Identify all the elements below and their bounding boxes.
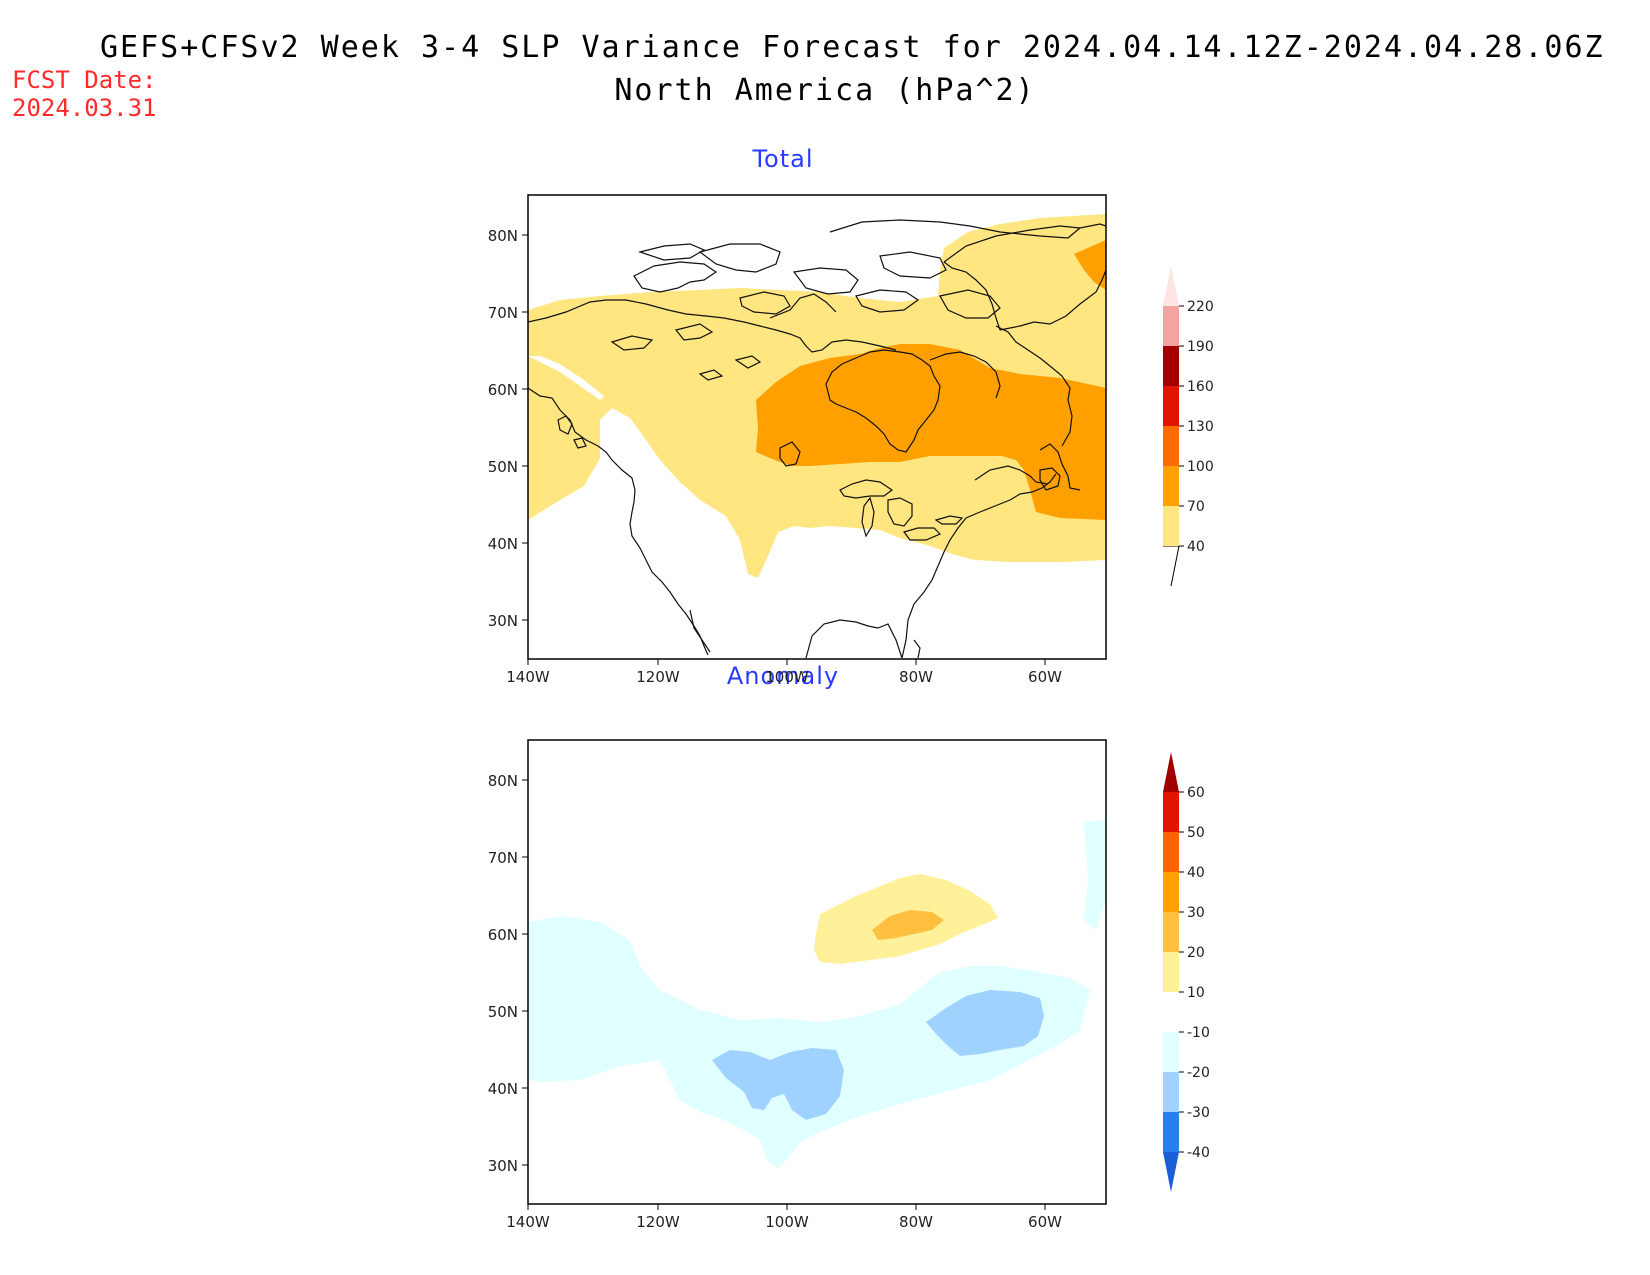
colorbar-label: 130 xyxy=(1187,419,1214,435)
anomaly-map-frame xyxy=(527,739,1107,1205)
colorbar-label: -30 xyxy=(1187,1105,1210,1121)
colorbar-label: 10 xyxy=(1187,985,1205,1001)
colorbar-segment xyxy=(1163,992,1179,1032)
colorbar-label: -20 xyxy=(1187,1065,1210,1081)
total-colorbar: 40 70 100 130 160 190 220 xyxy=(1163,266,1214,587)
total-lon-label: 80W xyxy=(899,668,933,686)
total-lon-label: 140W xyxy=(506,668,550,686)
anomaly-lon-label: 60W xyxy=(1028,1213,1062,1231)
figure-title: GEFS+CFSv2 Week 3-4 SLP Variance Forecas… xyxy=(100,30,1605,65)
total-shade-70-greenland xyxy=(1074,240,1106,290)
anomaly-lon-label: 120W xyxy=(636,1213,680,1231)
colorbar-segment xyxy=(1163,306,1179,346)
colorbar-segment xyxy=(1163,466,1179,506)
colorbar-segment xyxy=(1163,506,1179,546)
colorbar-segment xyxy=(1163,1032,1179,1072)
anomaly-colorbar: 60 50 40 30 20 10 -10 -20 -30 -40 xyxy=(1163,752,1210,1192)
colorbar-segment xyxy=(1163,346,1179,386)
total-lon-label: 100W xyxy=(765,668,809,686)
anomaly-lat-label: 80N xyxy=(488,772,518,790)
colorbar-label: 40 xyxy=(1187,539,1205,555)
total-lat-label: 70N xyxy=(488,304,518,322)
anomaly-lat-label: 40N xyxy=(488,1080,518,1098)
colorbar-segment xyxy=(1163,386,1179,426)
anomaly-lat-ticks xyxy=(522,779,1046,1210)
colorbar-segment xyxy=(1163,872,1179,912)
anomaly-map: 80N 70N 60N 50N 40N 30N 140W 120W 100W 8… xyxy=(488,739,1107,1231)
colorbar-extend-high xyxy=(1163,752,1179,792)
colorbar-segment xyxy=(1163,832,1179,872)
colorbar-label: 30 xyxy=(1187,905,1205,921)
anomaly-lat-label: 70N xyxy=(488,849,518,867)
anomaly-lon-label: 100W xyxy=(765,1213,809,1231)
total-map-frame xyxy=(527,194,1107,660)
total-shading xyxy=(528,214,1106,578)
colorbar-label: 100 xyxy=(1187,459,1214,475)
colorbar-extend-high xyxy=(1163,266,1179,306)
anomaly-shade-minus20-east xyxy=(926,990,1044,1056)
colorbar-label: 40 xyxy=(1187,865,1205,881)
anomaly-lat-label: 60N xyxy=(488,926,518,944)
figure-subtitle: North America (hPa^2) xyxy=(614,73,1036,108)
forecast-date-block: FCST Date: 2024.03.31 xyxy=(12,66,157,122)
colorbar-segment xyxy=(1163,912,1179,952)
total-lon-label: 60W xyxy=(1028,668,1062,686)
colorbar-label: 220 xyxy=(1187,299,1214,315)
anomaly-shade-minus10 xyxy=(528,916,1090,1168)
anomaly-shade-minus10-east xyxy=(1084,820,1106,930)
panel-title-anomaly: Anomaly xyxy=(726,662,840,690)
anomaly-lon-label: 80W xyxy=(899,1213,933,1231)
colorbar-label: -40 xyxy=(1187,1145,1210,1161)
total-lat-label: 50N xyxy=(488,458,518,476)
total-map: 80N 70N 60N 50N 40N 30N 140W 120W 100W 8… xyxy=(488,194,1107,686)
colorbar-label: 50 xyxy=(1187,825,1205,841)
total-lat-label: 30N xyxy=(488,612,518,630)
colorbar-segment xyxy=(1163,1112,1179,1152)
anomaly-lat-label: 30N xyxy=(488,1157,518,1175)
colorbar-extend-low xyxy=(1163,1152,1179,1192)
colorbar-extend-low xyxy=(1163,545,1180,587)
total-shade-white-bay xyxy=(528,356,604,400)
anomaly-lon-label: 140W xyxy=(506,1213,550,1231)
forecast-date-label: FCST Date: xyxy=(12,66,157,94)
colorbar-segment xyxy=(1163,426,1179,466)
total-lat-ticks xyxy=(522,234,1046,665)
colorbar-label: 60 xyxy=(1187,785,1205,801)
colorbar-label: 190 xyxy=(1187,339,1214,355)
panel-title-total: Total xyxy=(752,145,814,173)
total-shade-70 xyxy=(756,344,1106,520)
total-lat-label: 40N xyxy=(488,535,518,553)
colorbar-label: 20 xyxy=(1187,945,1205,961)
anomaly-shading xyxy=(528,820,1106,1168)
anomaly-shade-minus20-west xyxy=(712,1048,844,1120)
colorbar-label: 70 xyxy=(1187,499,1205,515)
total-lat-label: 80N xyxy=(488,227,518,245)
colorbar-segment xyxy=(1163,792,1179,832)
colorbar-label: -10 xyxy=(1187,1025,1210,1041)
colorbar-segment xyxy=(1163,1072,1179,1112)
colorbar-segment xyxy=(1163,952,1179,992)
total-lon-label: 120W xyxy=(636,668,680,686)
colorbar-label: 160 xyxy=(1187,379,1214,395)
forecast-date-value: 2024.03.31 xyxy=(12,94,157,122)
total-lat-label: 60N xyxy=(488,381,518,399)
anomaly-lat-label: 50N xyxy=(488,1003,518,1021)
anomaly-shade-plus20 xyxy=(872,910,944,940)
